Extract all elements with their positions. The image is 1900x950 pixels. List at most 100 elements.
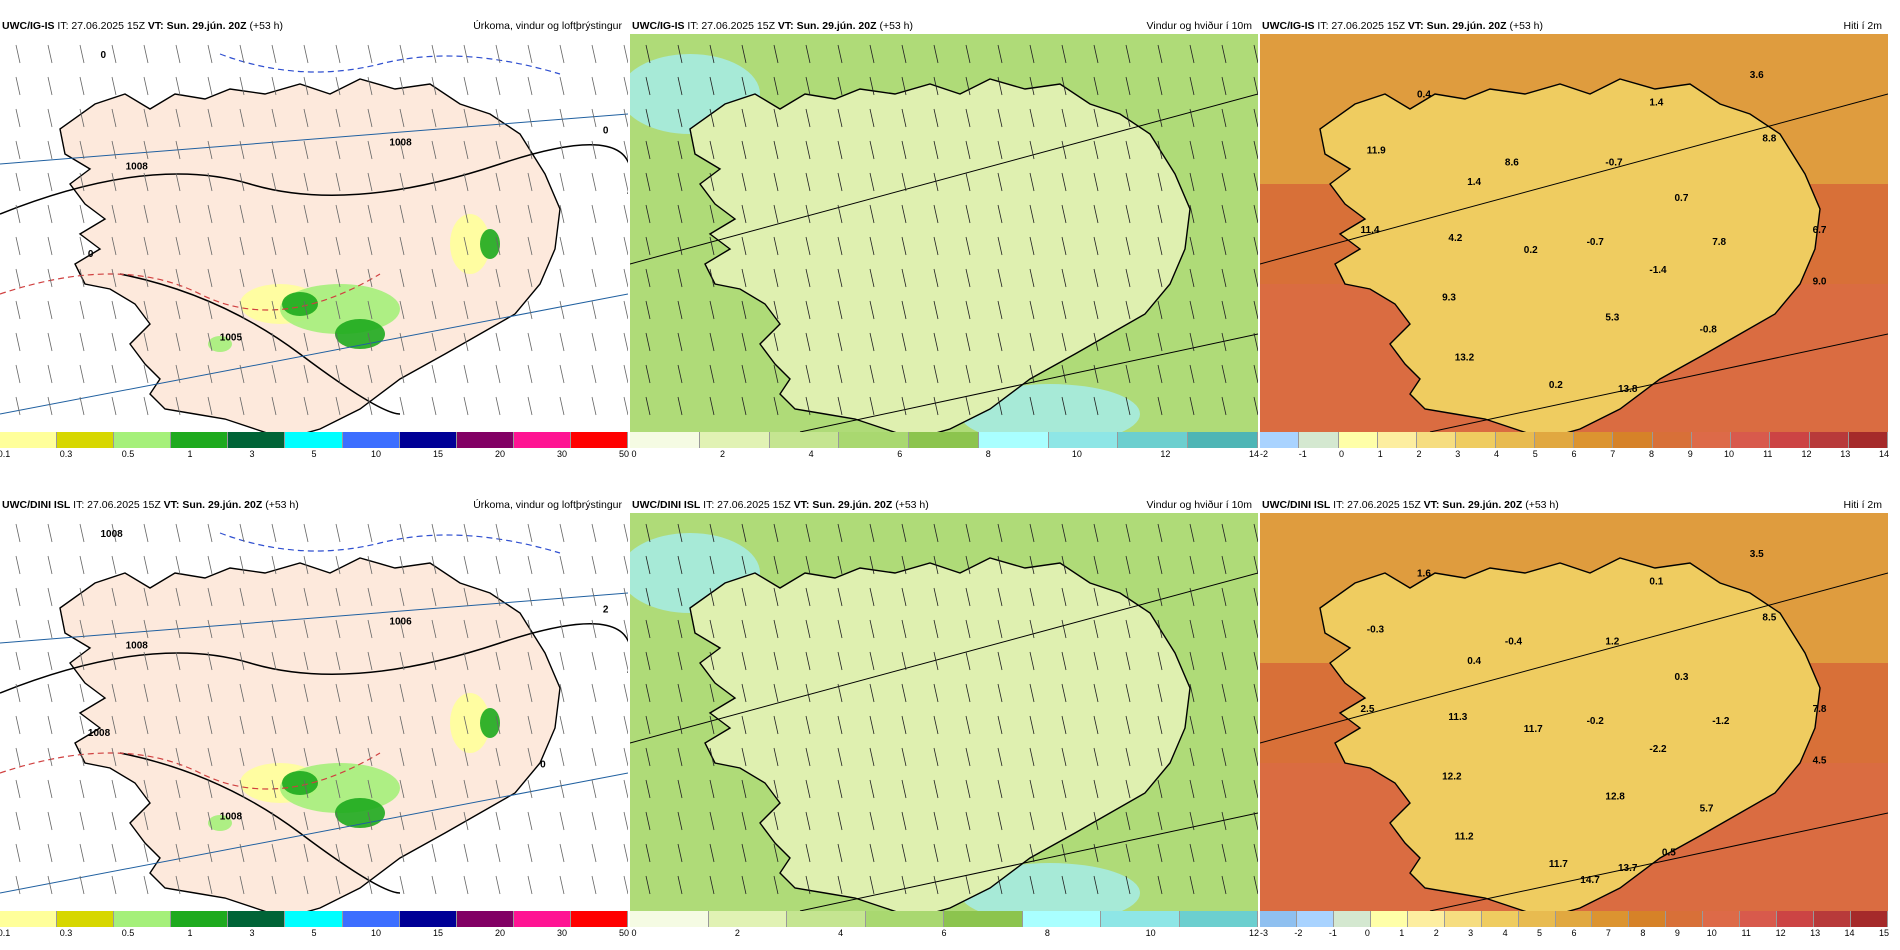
wind-vector (367, 364, 373, 384)
wind-vector (869, 396, 875, 416)
wind-vector (495, 875, 501, 895)
wind-vector (623, 268, 628, 288)
colorbar-tick-label: 14 (1878, 449, 1890, 459)
wind-vector (527, 747, 533, 767)
wind-vector (335, 204, 341, 224)
wind-vector (15, 364, 21, 384)
wind-vector (933, 268, 939, 288)
wind-vector (741, 523, 747, 543)
wind-vector (495, 619, 501, 639)
wind-vector (207, 875, 213, 895)
precip-area (208, 336, 232, 352)
colorbar (1260, 911, 1888, 927)
wind-vector (367, 715, 373, 735)
wind-vector (367, 587, 373, 607)
wind-vector (527, 268, 533, 288)
wind-vector (1093, 523, 1099, 543)
wind-vector (997, 396, 1003, 416)
wind-vector (1029, 236, 1035, 256)
colorbar-tick-label: 0.3 (59, 928, 73, 938)
wind-vector (1189, 396, 1195, 416)
wind-vector (367, 268, 373, 288)
wind-vector (997, 364, 1003, 384)
wind-vector (527, 843, 533, 863)
wind-vector (1061, 44, 1067, 64)
wind-vector (463, 108, 469, 128)
wind-vector (303, 268, 309, 288)
wind-vector (143, 747, 149, 767)
wind-vector (207, 204, 213, 224)
wind-vector (837, 715, 843, 735)
wind-vector (623, 108, 628, 128)
wind-vector (837, 140, 843, 160)
wind-vector (1029, 300, 1035, 320)
colorbar-ticks: 0 2 4 6 8 10 12 14 (630, 448, 1259, 462)
wind-vector (399, 44, 405, 64)
wind-vector (709, 332, 715, 352)
wind-vector (239, 76, 245, 96)
colorbar-tick-label: 11 (1763, 449, 1773, 459)
wind-vector (15, 875, 21, 895)
wind-vector (591, 140, 597, 160)
wind-vector (527, 875, 533, 895)
wind-vector (1221, 811, 1227, 831)
colorbar (1260, 432, 1888, 448)
wind-vector (677, 140, 683, 160)
wind-vector (773, 811, 779, 831)
wind-vector (933, 779, 939, 799)
wind-vector (271, 747, 277, 767)
wind-vector (741, 811, 747, 831)
wind-vector (303, 747, 309, 767)
map-value-label: 3.6 (1750, 70, 1764, 81)
map-value-label: 1005 (220, 333, 243, 344)
wind-vector (431, 172, 437, 192)
wind-vector (1221, 236, 1227, 256)
wind-vector (1189, 683, 1195, 703)
wind-vector (1253, 811, 1258, 831)
map-value-label: 11.7 (1549, 859, 1568, 870)
wind-vector (869, 811, 875, 831)
wind-vector (15, 619, 21, 639)
map-value-label: 13.7 (1618, 863, 1638, 874)
panel-wind-dini: UWC/DINI ISL IT: 27.06.2025 15Z VT: Sun.… (630, 497, 1259, 942)
wind-vector (1093, 715, 1099, 735)
colorbar-tick-label: 11 (1741, 928, 1751, 938)
wind-vector (303, 140, 309, 160)
wind-vector (463, 555, 469, 575)
wind-vector (965, 779, 971, 799)
wind-vector (527, 811, 533, 831)
wind-vector (805, 875, 811, 895)
wind-vector (869, 268, 875, 288)
wind-vector (15, 396, 21, 416)
wind-vector (1253, 268, 1258, 288)
colorbar-swatch (57, 911, 115, 927)
wind-vector (79, 300, 85, 320)
wind-vector (645, 108, 651, 128)
wind-vector (773, 779, 779, 799)
wind-vector (527, 108, 533, 128)
wind-vector (207, 523, 213, 543)
wind-vector (1029, 651, 1035, 671)
wind-vector (741, 140, 747, 160)
wind-vector (677, 396, 683, 416)
wind-vector (143, 108, 149, 128)
wind-vector (495, 715, 501, 735)
colorbar-tick-label: 1 (187, 928, 193, 938)
wind-vector (335, 364, 341, 384)
wind-vector (335, 300, 341, 320)
wind-vector (1157, 44, 1163, 64)
model-name: UWC/IG-IS (1262, 20, 1315, 32)
wind-vector (1253, 747, 1258, 767)
wind-vector (677, 811, 683, 831)
wind-vector (399, 651, 405, 671)
colorbar-swatch (1518, 911, 1556, 927)
wind-vector (591, 747, 597, 767)
precip-area (335, 798, 385, 828)
wind-vector (303, 523, 309, 543)
map-value-label: -0.7 (1587, 237, 1605, 248)
wind-vector (869, 364, 875, 384)
wind-vector (901, 811, 907, 831)
wind-vector (645, 396, 651, 416)
wind-vector (495, 76, 501, 96)
wind-vector (773, 108, 779, 128)
